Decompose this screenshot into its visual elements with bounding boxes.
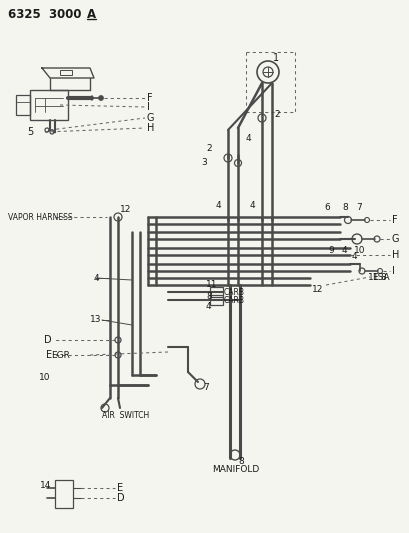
- Text: 12: 12: [311, 285, 323, 294]
- Text: 7: 7: [202, 383, 208, 392]
- Bar: [16, 95, 30, 115]
- Text: 4: 4: [216, 200, 221, 209]
- Text: 14: 14: [40, 481, 51, 490]
- Text: EGR: EGR: [51, 351, 70, 359]
- Text: 13: 13: [90, 316, 101, 325]
- Text: D: D: [44, 335, 52, 345]
- Text: 8: 8: [237, 457, 243, 466]
- Text: 4: 4: [205, 302, 211, 311]
- Text: 11: 11: [367, 272, 379, 281]
- Text: 8: 8: [341, 203, 347, 212]
- Text: AIR  SWITCH: AIR SWITCH: [102, 410, 149, 419]
- Text: 4: 4: [351, 252, 357, 261]
- Text: 1: 1: [272, 53, 279, 63]
- Circle shape: [98, 95, 103, 101]
- Text: 2: 2: [205, 143, 211, 152]
- Bar: [209, 295, 222, 305]
- Text: G: G: [391, 234, 398, 244]
- Text: 10: 10: [353, 246, 364, 254]
- Text: 4: 4: [249, 200, 255, 209]
- Text: 8: 8: [379, 272, 385, 281]
- Text: 4: 4: [341, 246, 347, 254]
- Text: 12: 12: [120, 205, 131, 214]
- Text: 2: 2: [273, 109, 279, 118]
- Text: D: D: [117, 493, 124, 503]
- Text: E: E: [46, 350, 52, 360]
- Text: 7: 7: [355, 203, 361, 212]
- Text: F: F: [147, 93, 152, 103]
- Text: 3: 3: [200, 157, 206, 166]
- Text: H: H: [391, 250, 398, 260]
- Text: 8: 8: [205, 292, 211, 301]
- Text: G: G: [147, 113, 154, 123]
- Text: MANIFOLD: MANIFOLD: [211, 465, 258, 474]
- Bar: [30, 90, 68, 120]
- Bar: [60, 70, 72, 75]
- Text: 5: 5: [27, 127, 33, 137]
- Bar: [209, 287, 222, 297]
- Text: 10: 10: [38, 374, 50, 383]
- Text: 9: 9: [327, 246, 333, 254]
- Text: A: A: [87, 7, 96, 20]
- Text: VAPOR HARNESS: VAPOR HARNESS: [8, 213, 72, 222]
- Text: F: F: [391, 215, 397, 225]
- Text: H: H: [147, 123, 154, 133]
- Text: I: I: [391, 266, 394, 276]
- Text: CARB: CARB: [223, 295, 245, 304]
- Text: 4: 4: [245, 133, 251, 142]
- Text: E: E: [117, 483, 123, 493]
- Text: 6: 6: [323, 203, 329, 212]
- Bar: [55, 480, 73, 508]
- Text: 4: 4: [94, 273, 99, 282]
- Text: CARB: CARB: [223, 287, 245, 296]
- Text: 11: 11: [205, 279, 217, 288]
- Text: 6325  3000: 6325 3000: [8, 7, 81, 20]
- Text: ESA: ESA: [371, 272, 389, 281]
- Text: I: I: [147, 102, 150, 112]
